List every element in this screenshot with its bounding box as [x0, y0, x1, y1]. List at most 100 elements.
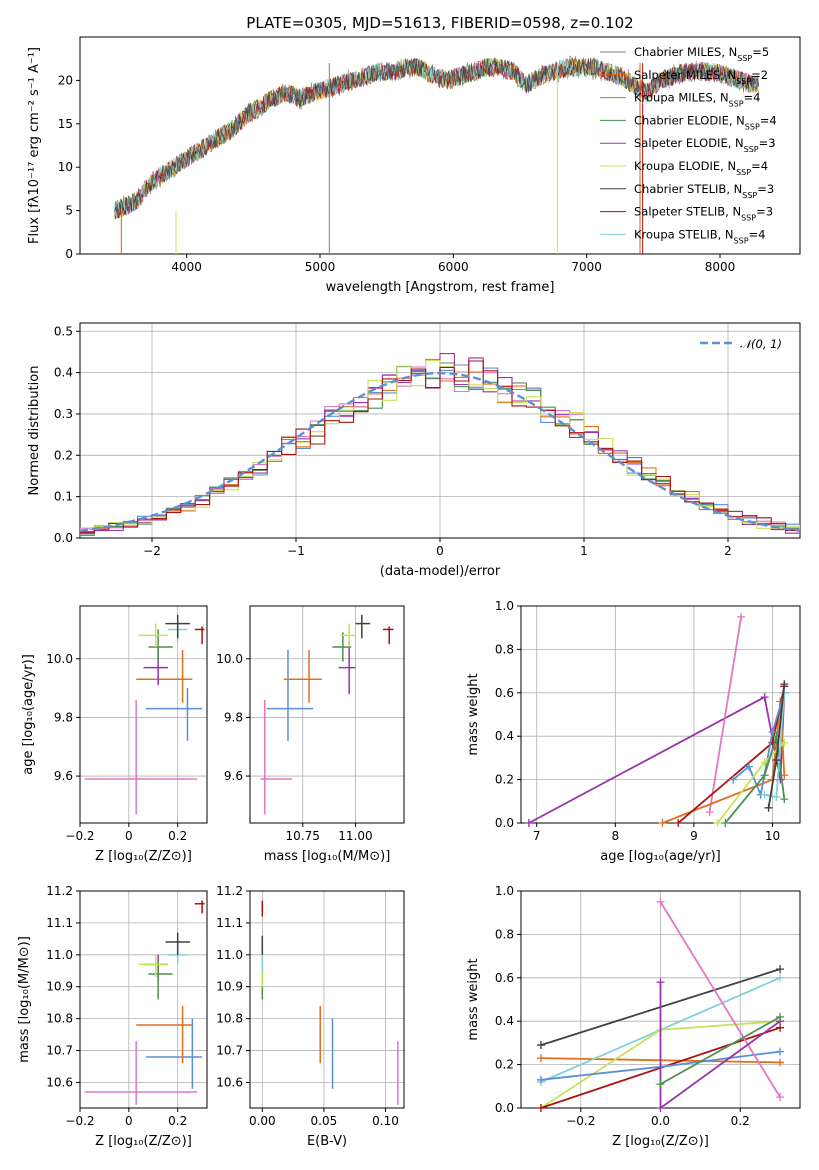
spectrum-ylabel: Flux [fλ10⁻¹⁷ erg cm⁻² s⁻¹ A⁻¹]: [27, 47, 42, 244]
y-tick-label: 0.2: [495, 1058, 514, 1072]
weight-series-6: [724, 735, 786, 824]
y-tick-label: 0.0: [495, 1101, 514, 1115]
point-marker: [776, 1047, 785, 1056]
y-tick-label: 10.7: [46, 1044, 73, 1058]
point-marker: [658, 819, 667, 827]
legend-entry: Kroupa MILES, NSSP=4: [634, 91, 760, 109]
mass_vs_Z-points: [84, 900, 205, 1105]
point-marker: [760, 693, 769, 702]
x-tick-label: −0.2: [566, 1114, 595, 1128]
point-marker: [776, 1093, 785, 1102]
x-tick-label: 0.00: [249, 1114, 276, 1128]
mass_vs_ebv-axes: 0.00 0.05 0.10 10.6 10.7 10.8 10.9 11.0 11.1 11.2…: [216, 884, 405, 1149]
x-tick-label: 7: [533, 829, 541, 843]
y-tick-label: 0.8: [495, 642, 514, 656]
point-marker: [705, 808, 714, 817]
x-tick-label: 0: [125, 829, 133, 843]
weight_vs_age-axes: 7 8 9 10 0.0 0.2 0.4 0.6 0.8 1.0 age [log₁₀(age/yr…: [466, 599, 801, 864]
y-tick-label: 11.0: [46, 948, 73, 962]
point-marker: [656, 897, 665, 906]
x-tick-label: 1: [580, 544, 588, 558]
y-tick-label: 9.8: [54, 710, 73, 724]
y-tick-label: 0.0: [495, 816, 514, 830]
point-marker: [768, 727, 777, 736]
x-tick-label: 8000: [705, 260, 736, 274]
weight-series-1: [708, 616, 742, 813]
x-tick-label: 0.05: [311, 1114, 338, 1128]
y-tick-label: 10.8: [216, 1012, 243, 1026]
point-marker: [760, 790, 769, 799]
y-tick-label: 0.5: [54, 324, 73, 338]
mass_vs_Z-xlabel: Z [log₁₀(Z/Z⊙)]: [95, 1134, 192, 1149]
y-tick-label: 10.0: [216, 652, 243, 666]
point-marker: [760, 771, 769, 780]
y-tick-label: 1.0: [495, 884, 514, 898]
point-marker: [536, 1104, 545, 1112]
x-tick-label: 5000: [305, 260, 336, 274]
point-marker: [674, 819, 683, 827]
y-tick-label: 0.2: [495, 773, 514, 787]
x-tick-label: 6000: [438, 260, 469, 274]
y-tick-label: 0.8: [495, 927, 514, 941]
x-tick-label: 0: [436, 544, 444, 558]
legend-entry: Salpeter ELODIE, NSSP=3: [634, 136, 776, 154]
point-marker: [713, 819, 722, 827]
y-tick-label: 0.0: [54, 531, 73, 545]
point-marker: [656, 978, 665, 987]
mass_vs_Z-ylabel: mass [log₁₀(M/M⊙)]: [17, 936, 32, 1063]
y-tick-label: 10: [58, 160, 73, 174]
y-tick-label: 10.0: [46, 652, 73, 666]
y-tick-label: 0.6: [495, 686, 514, 700]
spectrum-legend: Chabrier MILES, NSSP=5 Salpeter MILES, NS…: [600, 45, 777, 245]
point-marker: [737, 612, 746, 621]
x-tick-label: 11.00: [338, 829, 372, 843]
x-tick-label: 4000: [171, 260, 202, 274]
residuals-axes: −2 −1 0 1 2 0.0 0.1 0.2 0.3 0.4 0.5 (data-model)/er…: [27, 322, 801, 579]
mass_vs_Z-axes: −0.2 0 0.2 10.6 10.7 10.8 10.9 11.0 11.1 11.2 Z [l…: [17, 884, 208, 1149]
residuals-xlabel: (data-model)/error: [380, 564, 501, 579]
point-marker: [721, 819, 730, 827]
y-tick-label: 0.4: [54, 366, 73, 380]
weight-series-0: [528, 692, 786, 824]
legend-entry: Salpeter MILES, NSSP=2: [634, 68, 768, 86]
spectrum-series-6: [114, 57, 760, 219]
residuals-ylabel: Normed distribution: [27, 366, 42, 496]
y-tick-label: 1.0: [495, 599, 514, 613]
spectrum-title: PLATE=0305, MJD=51613, FIBERID=0598, z=0…: [246, 14, 633, 32]
legend-entry: Kroupa ELODIE, NSSP=4: [634, 159, 768, 177]
mass_vs_ebv-xlabel: E(B-V): [307, 1134, 347, 1149]
point-marker: [772, 792, 781, 801]
mass_vs_ebv-points: [261, 900, 399, 1105]
point-marker: [764, 803, 773, 812]
x-tick-label: −0.2: [65, 1114, 94, 1128]
residual-steps: [80, 353, 800, 537]
x-tick-label: 0.2: [168, 829, 187, 843]
y-tick-label: 11.1: [216, 916, 243, 930]
y-tick-label: 10.6: [46, 1075, 73, 1089]
point-marker: [536, 1041, 545, 1050]
y-tick-label: 11.2: [46, 884, 73, 898]
x-tick-label: 0.2: [168, 1114, 187, 1128]
y-tick-label: 15: [58, 117, 73, 131]
y-tick-label: 10.8: [46, 1012, 73, 1026]
legend-entry: Chabrier ELODIE, NSSP=4: [634, 113, 777, 130]
legend-entry: Chabrier STELIB, NSSP=3: [634, 182, 774, 200]
age_vs_Z-ylabel: age [log₁₀(age/yr)]: [21, 654, 36, 775]
y-tick-label: 0.3: [54, 407, 73, 421]
x-tick-label: 10.75: [286, 829, 320, 843]
age_vs_mass-xlabel: mass [log₁₀(M/M⊙)]: [264, 849, 391, 864]
x-tick-label: −0.2: [65, 829, 94, 843]
normal-curve: [80, 371, 800, 532]
spectrum-frame: [79, 36, 801, 255]
weight_vs_Z-lines: [536, 897, 785, 1112]
x-tick-label: −1: [287, 544, 305, 558]
x-tick-label: 0.10: [372, 1114, 399, 1128]
spectrum-series-8: [114, 58, 760, 219]
point-marker: [776, 965, 785, 974]
y-tick-label: 10.9: [216, 980, 243, 994]
point-marker: [780, 680, 789, 689]
y-tick-label: 0: [65, 247, 73, 261]
weight_vs_age-ylabel: mass weight: [466, 673, 481, 755]
y-tick-label: 10.9: [46, 980, 73, 994]
